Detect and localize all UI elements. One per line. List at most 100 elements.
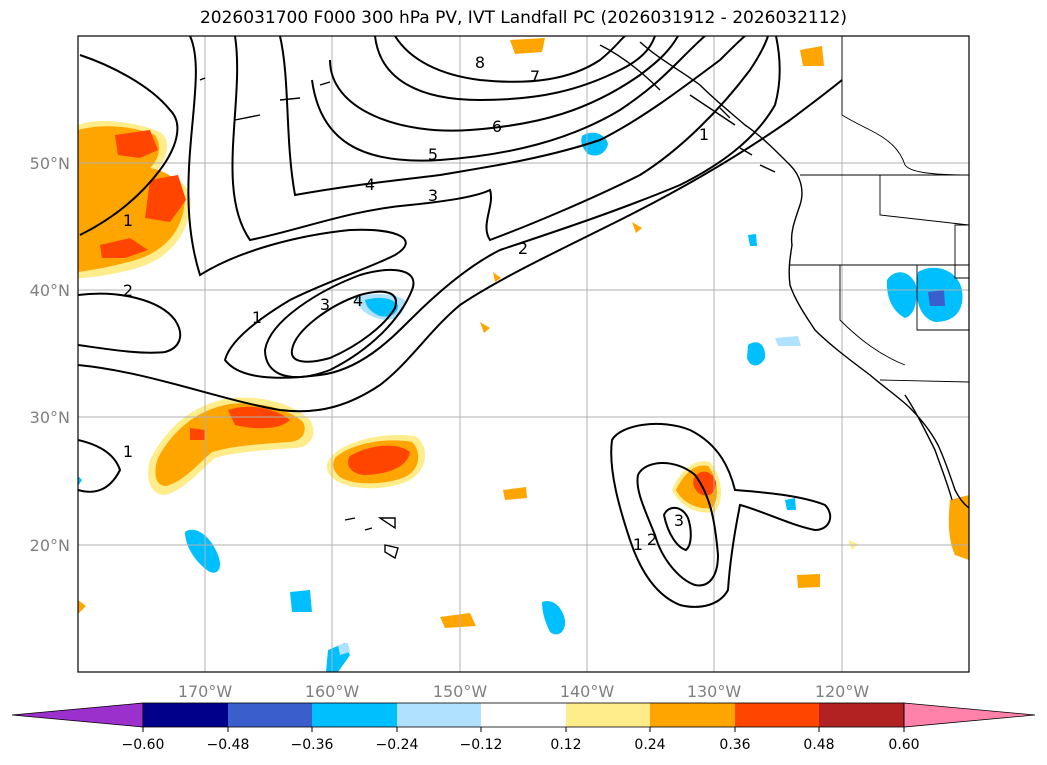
- shade-positive-west-core3: [100, 238, 148, 258]
- clabel-4-mid: 4: [353, 291, 363, 310]
- pv-contour-2c: [636, 462, 720, 587]
- clabel-1-ne: 1: [699, 125, 709, 144]
- shade-negative-nevada: [886, 272, 917, 318]
- clabel-3: 3: [428, 186, 438, 205]
- shade-positive-east-edge: [948, 495, 969, 560]
- shade-negative-ca-offshore: [747, 342, 766, 366]
- shade-negative-s2: [542, 600, 566, 635]
- cbar-bin: [228, 703, 312, 727]
- pv-contour-6: [329, 36, 679, 132]
- pv-contour-3c: [662, 506, 692, 552]
- shade-negative-utah-core: [928, 290, 945, 306]
- clabel-5: 5: [428, 145, 438, 164]
- clabel-4: 4: [365, 175, 375, 194]
- figure-title: 2026031700 F000 300 hPa PV, IVT Landfall…: [199, 8, 847, 28]
- lon-label: 140°W: [560, 682, 615, 701]
- clabel-3-mid: 3: [320, 295, 330, 314]
- shade-positive-131w-core: [693, 471, 716, 496]
- shade-negative-dot1: [748, 234, 757, 246]
- shade-positive-25n-core: [348, 445, 410, 475]
- shade-positive-west-core1: [115, 130, 158, 158]
- clabel-1-south: 1: [633, 535, 643, 554]
- shade-negative-40n-core: [365, 297, 398, 317]
- lat-label: 50°N: [30, 154, 70, 173]
- map-background: [78, 36, 969, 672]
- colorbar: −0.60 −0.48 −0.36 −0.24 −0.12 0.12 0.24 …: [11, 702, 1036, 753]
- clabel-7: 7: [530, 67, 540, 86]
- pv-contour-7: [374, 36, 656, 102]
- clabel-2-west: 2: [123, 281, 133, 300]
- clabel-1-mid: 1: [252, 308, 262, 327]
- lat-label: 30°N: [30, 408, 70, 427]
- ivt-shading: [78, 38, 969, 672]
- pv-contours: [78, 36, 843, 608]
- cbar-bin: [650, 703, 735, 727]
- cbar-label: 0.12: [550, 737, 581, 753]
- shade-negative-ca-offshore2: [775, 336, 801, 346]
- cbar-bin: [397, 703, 481, 727]
- shade-negative-s1: [290, 590, 312, 612]
- pv-contour-2b: [78, 292, 182, 354]
- cbar-label: 0.36: [719, 737, 750, 753]
- clabel-2-south: 2: [647, 530, 657, 549]
- cbar-extend-low: [11, 702, 144, 728]
- cbar-bin: [481, 703, 566, 727]
- longitude-labels: 170°W 160°W 150°W 140°W 130°W 120°W: [178, 682, 870, 701]
- cbar-bin: [143, 703, 228, 727]
- shade-positive-30n-core: [228, 406, 290, 429]
- shade-positive-north: [510, 38, 545, 54]
- cbar-label: 0.60: [888, 737, 919, 753]
- clabel-1-west: 1: [123, 211, 133, 230]
- cbar-label: 0.48: [803, 737, 834, 753]
- pv-contour-1d: [610, 423, 832, 608]
- lon-label: 120°W: [815, 682, 870, 701]
- clabel-2: 2: [518, 239, 528, 258]
- shade-positive-dot3: [493, 272, 501, 282]
- map-frame: [77, 35, 970, 673]
- cbar-bin: [566, 703, 650, 727]
- cbar-label: 0.24: [634, 737, 665, 753]
- shade-negative-edge-dot: [78, 476, 82, 486]
- cbar-label: −0.36: [291, 737, 334, 753]
- shade-positive-30n-core2: [190, 428, 205, 440]
- cbar-extend-high: [903, 702, 1036, 728]
- shade-negative-20n-west: [185, 529, 221, 573]
- cbar-bin: [735, 703, 819, 727]
- shade-positive-west-core2: [145, 175, 186, 222]
- shade-negative-dot2: [785, 498, 796, 510]
- clabel-6: 6: [492, 117, 502, 136]
- pv-contour-5: [311, 36, 706, 162]
- pv-contour-8: [394, 36, 626, 83]
- cbar-label: −0.48: [207, 737, 250, 753]
- clabel-1-sw: 1: [123, 442, 133, 461]
- lon-label: 150°W: [433, 682, 488, 701]
- lat-label: 20°N: [30, 536, 70, 555]
- pv-contour-4: [279, 36, 746, 197]
- cbar-label: −0.60: [122, 737, 165, 753]
- cbar-frame: [142, 702, 905, 728]
- pv-contour-labels: 8 7 6 5 4 3 2 1 1 1 2 3 4 1 3 2 1: [123, 53, 709, 554]
- latitude-labels: 20°N 30°N 40°N 50°N: [30, 154, 70, 555]
- cbar-bin: [819, 703, 904, 727]
- pv-contour-3b: [263, 269, 415, 379]
- shade-positive-s1: [440, 613, 476, 628]
- lat-label: 40°N: [30, 281, 70, 300]
- cbar-label: −0.24: [376, 737, 419, 753]
- pv-contour-1b: [78, 79, 843, 413]
- pv-contour-3: [231, 36, 769, 242]
- shade-negative-s3b: [338, 643, 350, 655]
- cbar-bin: [312, 703, 397, 727]
- shade-positive-edge-dot: [78, 600, 86, 614]
- pv-contour-4b: [290, 290, 397, 363]
- lon-label: 170°W: [178, 682, 233, 701]
- lon-label: 160°W: [305, 682, 360, 701]
- lon-label: 130°W: [687, 682, 742, 701]
- shade-positive-s2: [503, 487, 527, 500]
- shade-positive-dot2: [480, 322, 490, 333]
- shade-positive-s3: [797, 574, 820, 588]
- cbar-label: −0.12: [460, 737, 503, 753]
- pv-contour-1a: [79, 54, 179, 236]
- state-borders: [790, 36, 969, 383]
- shade-positive-dot1: [632, 222, 642, 233]
